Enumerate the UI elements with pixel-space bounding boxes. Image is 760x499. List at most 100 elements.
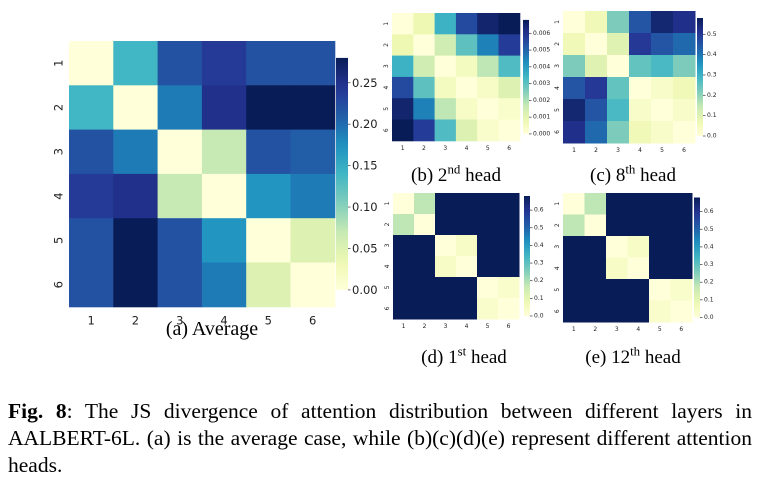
heatmap-cell-h2-2-4 <box>455 34 478 57</box>
colorbar-tick-label: 0.10 <box>352 200 378 214</box>
heatmap-cell-h8-5-6 <box>673 99 696 122</box>
heatmap-cell-h1-3-4 <box>456 235 478 257</box>
heatmap-cell-h12-6-5 <box>649 300 671 323</box>
y-tick-label: 1 <box>554 20 561 24</box>
heatmap-cell-h1-3-5 <box>477 235 499 257</box>
heatmap-cell-h2-4-6 <box>498 76 521 99</box>
heatmap-cell-h12-3-4 <box>627 236 650 258</box>
heatmap-cell-avg-1-6 <box>290 41 336 86</box>
y-tick-label: 1 <box>383 22 390 26</box>
heatmap-cell-avg-1-2 <box>113 41 159 86</box>
heatmap-cell-h8-2-3 <box>607 33 630 56</box>
heatmap-cell-avg-6-5 <box>246 262 291 308</box>
heatmap-cell-h8-1-3 <box>607 11 630 34</box>
heatmap-cell-avg-1-1 <box>69 41 114 86</box>
heatmap-cell-h8-1-6 <box>673 11 696 34</box>
colorbar-tick-label: 0.006 <box>533 30 550 37</box>
heatmap-cell-h12-1-2 <box>584 193 607 215</box>
heatmap-cell-h8-5-4 <box>629 99 652 122</box>
heatmap-cell-h2-4-1 <box>392 76 414 99</box>
heatmap-cell-h8-3-1 <box>563 55 586 78</box>
heatmap-cell-h1-6-5 <box>477 298 499 320</box>
heatmap-cell-h12-6-4 <box>627 300 650 323</box>
colorbar-tick-label: 0.6 <box>534 207 544 214</box>
heatmap-cell-h12-1-5 <box>649 193 671 215</box>
heatmap-cell-h8-1-1 <box>563 11 586 34</box>
heatmap-cell-avg-6-1 <box>69 262 114 308</box>
heatmap-cell-avg-2-3 <box>157 85 203 131</box>
heatmap-cell-avg-2-1 <box>69 85 114 131</box>
y-tick-label: 6 <box>383 128 390 132</box>
heatmap-cell-h8-2-6 <box>673 33 696 56</box>
heatmap-cell-h2-5-2 <box>413 98 436 120</box>
heatmap-cell-h2-3-4 <box>455 55 478 78</box>
y-tick-label: 2 <box>383 43 390 47</box>
heatmap-cell-h12-4-6 <box>670 257 693 280</box>
colorbar-tick-label: 0.4 <box>534 242 544 249</box>
colorbar-tick-label: 0.05 <box>352 241 378 255</box>
colorbar-tick-label: 0.0 <box>534 313 544 320</box>
heatmap-cell-h1-5-6 <box>498 277 520 299</box>
heatmap-cell-avg-4-4 <box>201 173 247 219</box>
colorbar-tick-label: 0.5 <box>534 224 544 231</box>
heatmap-cell-avg-3-2 <box>113 129 159 175</box>
colorbar-h12 <box>694 197 700 318</box>
heatmap-cell-h1-6-6 <box>498 298 520 320</box>
x-tick-label: 2 <box>423 323 427 330</box>
heatmap-cell-h1-2-6 <box>498 214 520 236</box>
heatmap-cell-h2-2-2 <box>413 34 436 57</box>
y-tick-label: 4 <box>383 85 390 89</box>
heatmap-cell-h12-5-2 <box>584 279 607 301</box>
heatmap-cell-avg-4-6 <box>290 173 336 219</box>
heatmap-cell-h12-5-1 <box>563 279 585 301</box>
colorbar-tick-label: 0.3 <box>707 71 717 78</box>
heatmap-cell-h1-3-1 <box>393 235 415 257</box>
heatmap-cell-h8-6-6 <box>673 121 696 144</box>
x-tick-label: 5 <box>658 326 662 333</box>
heatmap-cell-h1-1-3 <box>435 193 457 215</box>
heatmap-cell-h2-4-4 <box>455 76 478 99</box>
colorbar-tick-label: 0.0 <box>707 133 717 140</box>
heatmap-cell-h1-6-4 <box>456 298 478 320</box>
heatmap-cell-h12-4-2 <box>584 257 607 280</box>
heatmap-cell-h2-6-4 <box>455 119 478 142</box>
heatmap-cell-h1-4-4 <box>456 256 478 278</box>
heatmap-cell-h12-3-3 <box>606 236 628 258</box>
heatmap-cell-h1-2-3 <box>435 214 457 236</box>
y-tick-label: 2 <box>554 223 561 227</box>
heatmap-cell-h12-1-3 <box>606 193 628 215</box>
heatmap-cell-avg-5-3 <box>157 218 203 263</box>
heatmap-cell-h2-4-3 <box>434 76 457 99</box>
y-tick-label: 2 <box>51 104 65 111</box>
colorbar-tick-label: 0.1 <box>704 296 714 303</box>
heatmap-cell-h12-5-5 <box>649 279 671 301</box>
colorbar-tick-label: 0.5 <box>707 31 717 38</box>
y-tick-label: 3 <box>554 64 561 68</box>
heatmap-cell-h12-1-6 <box>670 193 693 215</box>
heatmap-cell-h12-6-3 <box>606 300 628 323</box>
x-tick-label: 3 <box>616 147 620 154</box>
heatmap-cell-h8-6-4 <box>629 121 652 144</box>
colorbar-tick-label: 0.002 <box>533 97 550 104</box>
colorbar-tick-label: 0.004 <box>533 63 550 70</box>
heatmap-cell-h1-1-2 <box>414 193 436 215</box>
heatmap-cell-avg-3-1 <box>69 129 114 175</box>
heatmap-cell-h1-4-6 <box>498 256 520 278</box>
heatmap-cell-h12-3-1 <box>563 236 585 258</box>
heatmap-cell-h2-6-5 <box>477 119 499 142</box>
figure-caption: Fig. 8: The JS divergence of attention d… <box>8 398 752 479</box>
heatmap-cell-h1-3-6 <box>498 235 520 257</box>
colorbar-h8 <box>697 18 703 136</box>
heatmap-cell-h12-2-4 <box>627 214 650 237</box>
heatmap-cell-h2-6-2 <box>413 119 436 142</box>
colorbar-tick-label: 0.4 <box>704 243 714 250</box>
heatmap-cell-h1-3-2 <box>414 235 436 257</box>
heatmap-cell-h8-6-2 <box>585 121 608 144</box>
heatmap-cell-h2-3-1 <box>392 55 414 78</box>
heatmap-cell-avg-5-1 <box>69 218 114 263</box>
figure-caption-text: : The JS divergence of attention distrib… <box>8 399 753 477</box>
heatmap-cell-h8-3-4 <box>629 55 652 78</box>
x-tick-label: 3 <box>443 145 447 152</box>
heatmap-cell-h1-5-4 <box>456 277 478 299</box>
colorbar-tick-label: 0.4 <box>707 51 717 58</box>
